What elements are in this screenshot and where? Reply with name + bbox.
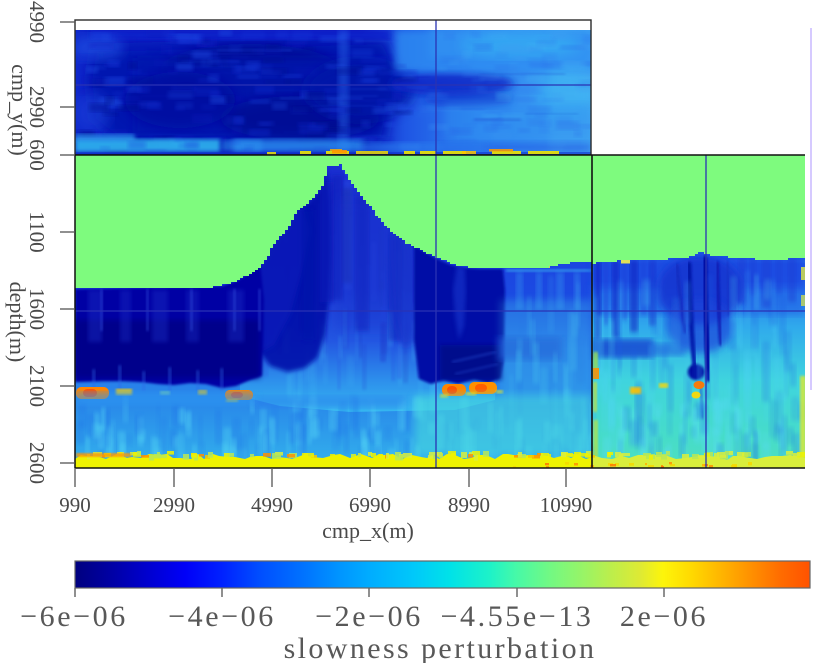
svg-text:−6e−06: −6e−06: [20, 600, 128, 633]
svg-text:4990: 4990: [25, 1, 49, 43]
svg-text:−4e−06: −4e−06: [168, 600, 276, 633]
svg-text:cmp_y(m): cmp_y(m): [7, 64, 32, 156]
svg-text:−4.55e−13: −4.55e−13: [440, 600, 593, 633]
svg-text:1600: 1600: [25, 288, 49, 330]
svg-text:990: 990: [59, 493, 91, 517]
svg-text:10990: 10990: [540, 493, 593, 517]
svg-text:1100: 1100: [25, 211, 49, 252]
svg-text:4990: 4990: [251, 493, 293, 517]
svg-text:−2e−06: −2e−06: [315, 600, 423, 633]
svg-text:2600: 2600: [25, 442, 49, 484]
svg-text:cmp_x(m): cmp_x(m): [322, 518, 414, 543]
svg-text:6990: 6990: [349, 493, 391, 517]
svg-text:2990: 2990: [25, 86, 49, 128]
svg-text:depth(m): depth(m): [5, 282, 30, 363]
svg-text:8990: 8990: [448, 493, 490, 517]
svg-text:2e−06: 2e−06: [620, 600, 708, 633]
svg-text:2990: 2990: [153, 493, 195, 517]
svg-text:slowness perturbation: slowness perturbation: [284, 632, 597, 663]
svg-text:600: 600: [25, 139, 49, 171]
svg-text:2100: 2100: [25, 365, 49, 407]
